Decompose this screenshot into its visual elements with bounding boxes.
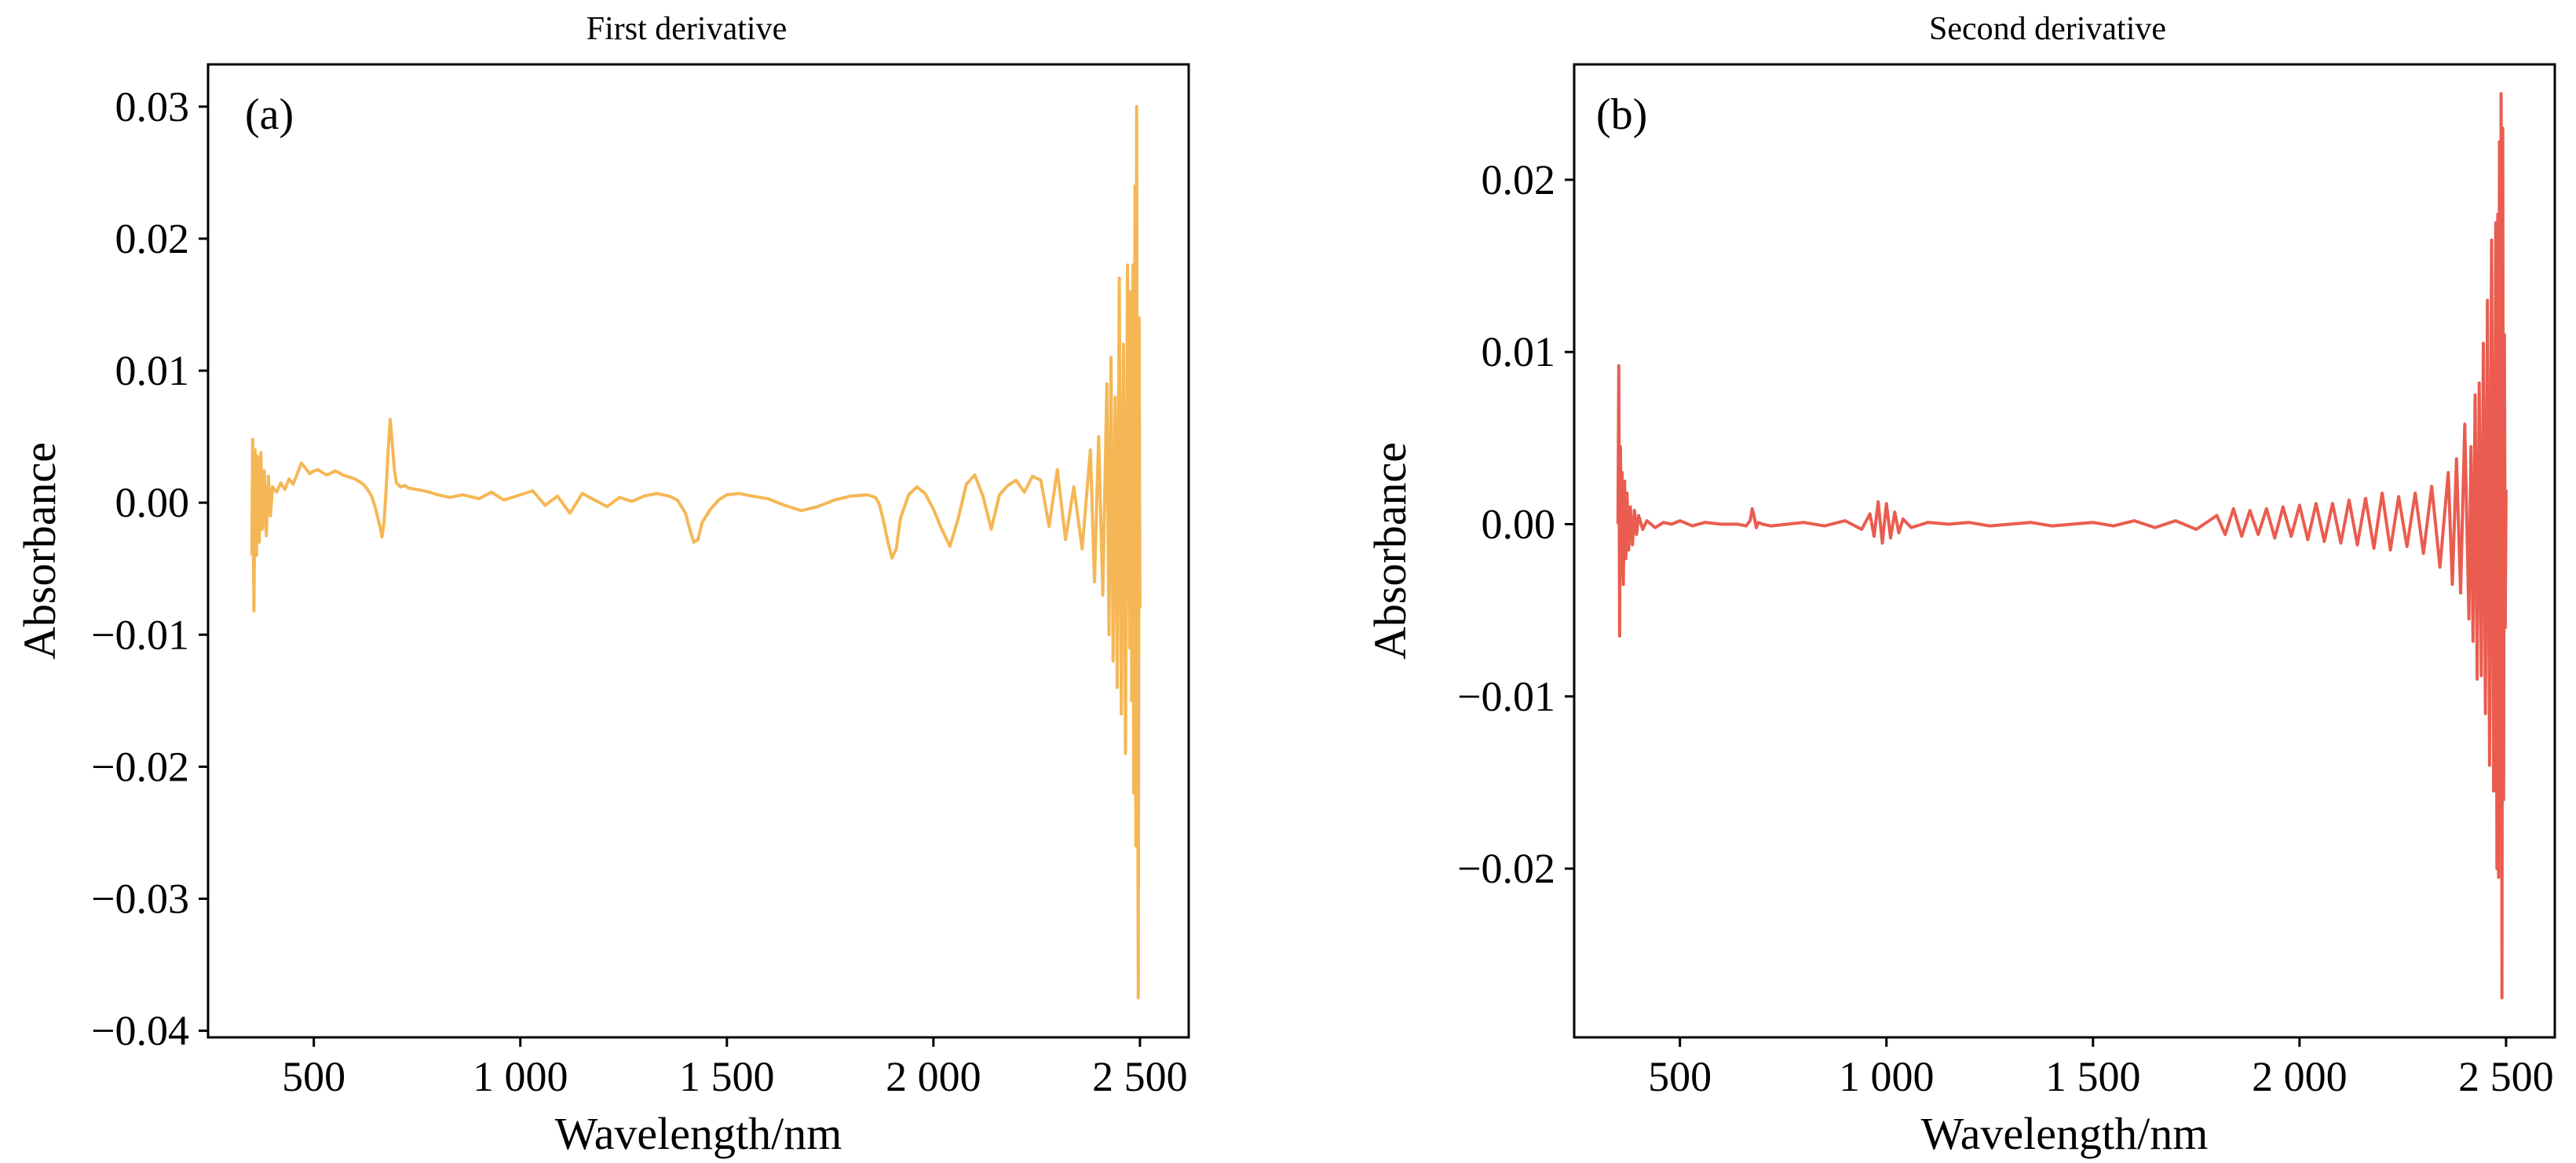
x-ticks-a: 500 1 000 1 500 2 000 2 500 — [282, 1037, 1188, 1100]
panel-label-b: (b) — [1596, 90, 1647, 139]
y-tick-label-a: 0.02 — [115, 215, 190, 262]
x-ticks-b: 500 1 000 1 500 2 000 2 500 — [1648, 1037, 2554, 1100]
y-ticks-a: 0.03 0.02 0.01 0.00 −0.01 −0.02 −0.03 −0.04 — [91, 83, 208, 1055]
series-line-b — [1616, 92, 2508, 1000]
x-tick-label-b: 1 500 — [2045, 1053, 2141, 1100]
x-tick-label-a: 2 000 — [886, 1053, 981, 1100]
y-axis-label-a: Absorbance — [14, 442, 65, 660]
x-tick-label-b: 1 000 — [1839, 1053, 1935, 1100]
y-tick-label-b: 0.01 — [1482, 328, 1556, 375]
plot-frame-b — [1573, 63, 2556, 1039]
y-tick-label-a: 0.03 — [115, 83, 190, 130]
y-tick-label-b: 0.00 — [1482, 501, 1556, 548]
chart-title-b: Second derivative — [1929, 11, 2166, 47]
y-tick-label-a: −0.01 — [91, 611, 189, 658]
y-tick-label-b: −0.02 — [1457, 845, 1555, 892]
y-tick-label-a: −0.02 — [91, 743, 189, 790]
y-tick-label-b: −0.01 — [1457, 673, 1555, 720]
y-axis-label-b: Absorbance — [1365, 442, 1416, 660]
series-line-a — [250, 104, 1142, 1000]
x-tick-label-a: 500 — [282, 1053, 345, 1100]
plot-frame-a — [206, 63, 1190, 1039]
panel-b: Second derivative (b) 500 1 000 1 500 2 000… — [1365, 11, 2556, 1159]
panel-label-a: (a) — [245, 90, 294, 139]
x-tick-label-a: 1 000 — [473, 1053, 568, 1100]
x-tick-label-a: 1 500 — [679, 1053, 775, 1100]
x-axis-label-b: Wavelength/nm — [1921, 1108, 2209, 1159]
y-tick-label-b: 0.02 — [1482, 156, 1556, 203]
chart-title-a: First derivative — [586, 11, 787, 47]
y-tick-label-a: −0.03 — [91, 875, 189, 922]
x-tick-label-a: 2 500 — [1092, 1053, 1188, 1100]
x-tick-label-b: 2 000 — [2252, 1053, 2348, 1100]
panel-a: First derivative (a) 500 1 000 1 500 2 000 2… — [14, 11, 1190, 1159]
y-tick-label-a: −0.04 — [91, 1008, 189, 1055]
y-tick-label-a: 0.00 — [115, 479, 190, 526]
x-tick-label-b: 500 — [1648, 1053, 1712, 1100]
y-tick-label-a: 0.01 — [115, 347, 190, 394]
y-ticks-b: 0.02 0.01 0.00 −0.01 −0.02 — [1457, 156, 1574, 892]
x-tick-label-b: 2 500 — [2458, 1053, 2554, 1100]
x-axis-label-a: Wavelength/nm — [555, 1108, 842, 1159]
